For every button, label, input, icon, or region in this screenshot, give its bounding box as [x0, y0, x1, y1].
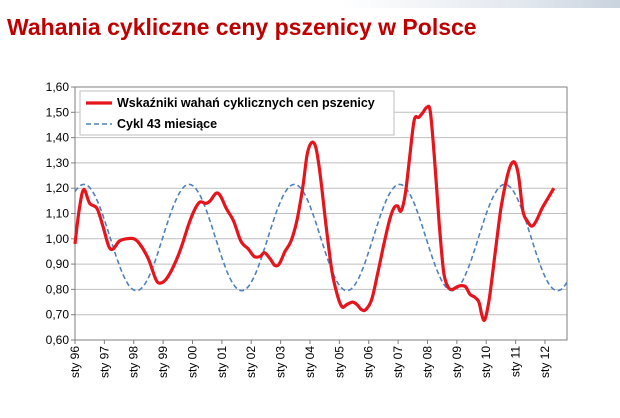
x-tick-label: sty 03 [274, 346, 288, 378]
top-decorative-bar [0, 0, 620, 8]
page-title: Wahania cykliczne ceny pszenicy w Polsce [7, 14, 477, 40]
grid-lines [75, 111, 567, 316]
series-wheat-price-indicators [73, 104, 556, 323]
x-tick-label: sty 00 [185, 346, 199, 378]
x-tick-label: sty 11 [509, 346, 523, 377]
y-tick-label: 1,00 [46, 232, 70, 246]
x-tick-label: sty 10 [479, 346, 493, 378]
x-tick-label: sty 01 [215, 346, 229, 378]
x-axis-ticks: sty 96 sty 97 sty 98 sty 99 sty 00 sty 01 sty … [68, 340, 552, 378]
y-tick-label: 1,60 [46, 80, 70, 94]
x-tick-label: sty 06 [362, 346, 376, 378]
legend-label-indicators: Wskaźniki wahań cyklicznych cen pszenicy [117, 96, 375, 110]
legend-box [79, 90, 395, 136]
y-tick-label: 1,30 [46, 156, 70, 170]
y-tick-label: 1,20 [46, 181, 70, 195]
x-tick-label: sty 09 [450, 346, 464, 378]
chart-legend: Wskaźniki wahań cyklicznych cen pszenicy… [79, 90, 395, 136]
x-tick-label: sty 98 [127, 346, 141, 378]
x-tick-label: sty 97 [97, 346, 111, 378]
y-tick-label: 1,40 [46, 131, 70, 145]
y-tick-label: 1,50 [46, 105, 70, 119]
y-tick-label: 0,60 [46, 333, 70, 347]
x-tick-label: sty 07 [391, 346, 405, 378]
x-tick-label: sty 02 [244, 346, 258, 378]
series-layer [73, 104, 568, 323]
y-tick-label: 0,80 [46, 282, 70, 296]
y-axis-ticks: 0,60 0,70 0,80 0,90 1,00 1,10 1,20 1,30 1,40 1,50… [46, 80, 75, 347]
x-tick-label: sty 96 [68, 346, 82, 378]
x-tick-label: sty 04 [303, 346, 317, 378]
y-tick-label: 1,10 [46, 207, 70, 221]
y-tick-label: 0,70 [46, 308, 70, 322]
x-tick-label: sty 12 [538, 346, 552, 378]
x-tick-label: sty 08 [420, 346, 434, 378]
x-tick-label: sty 99 [156, 346, 170, 378]
x-tick-label: sty 05 [332, 346, 346, 378]
legend-label-cycle: Cykl 43 miesiące [117, 117, 217, 131]
y-tick-label: 0,90 [46, 257, 70, 271]
series-cycle-43-months [74, 183, 568, 292]
